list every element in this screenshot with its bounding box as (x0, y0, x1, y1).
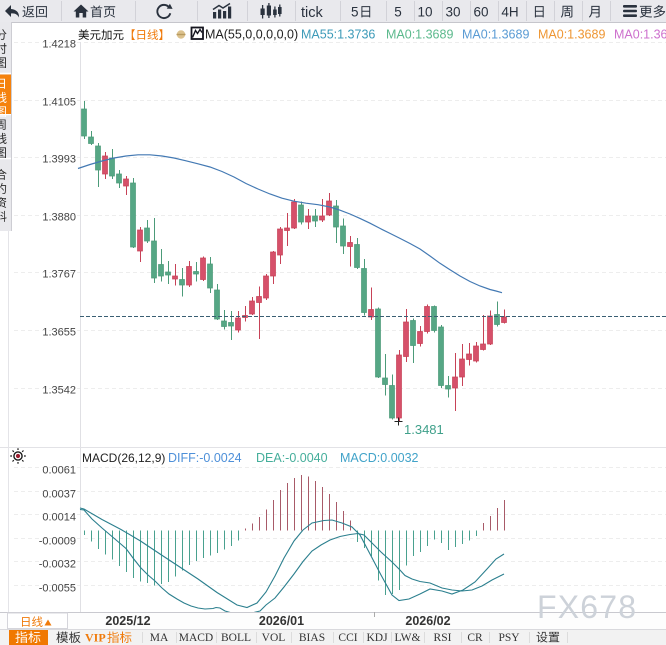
svg-text:1.3767: 1.3767 (42, 269, 76, 281)
svg-text:CCI: CCI (338, 632, 357, 644)
svg-text:0.0037: 0.0037 (42, 489, 76, 501)
svg-text:DEA:-0.0040: DEA:-0.0040 (256, 451, 328, 465)
svg-text:PSY: PSY (498, 632, 520, 644)
svg-text:MACD: MACD (179, 632, 214, 644)
svg-text:1.3655: 1.3655 (42, 327, 76, 339)
svg-text:-0.0032: -0.0032 (39, 559, 76, 571)
svg-text:1.4218: 1.4218 (42, 39, 76, 51)
svg-text:RSI: RSI (434, 632, 452, 644)
svg-text:-0.0009: -0.0009 (39, 536, 76, 548)
svg-text:FX678: FX678 (537, 589, 637, 625)
svg-text:2025/12: 2025/12 (105, 614, 150, 628)
svg-text:60: 60 (473, 5, 488, 20)
svg-text:1.3993: 1.3993 (42, 154, 76, 166)
svg-text:MA55:1.3736: MA55:1.3736 (301, 28, 375, 42)
svg-text:0.0014: 0.0014 (42, 512, 76, 524)
svg-text:1.3542: 1.3542 (42, 385, 76, 397)
svg-text:DIFF:-0.0024: DIFF:-0.0024 (168, 451, 242, 465)
svg-text:VIP: VIP (85, 631, 106, 645)
svg-text:1.3481: 1.3481 (404, 422, 444, 437)
svg-text:2026/02: 2026/02 (405, 614, 450, 628)
svg-text:5: 5 (351, 5, 359, 20)
svg-text:5: 5 (394, 5, 402, 20)
svg-text:1.3880: 1.3880 (42, 212, 76, 224)
svg-text:KDJ: KDJ (366, 632, 388, 644)
svg-text:-0.0055: -0.0055 (39, 583, 76, 595)
svg-text:10: 10 (417, 5, 432, 20)
svg-text:30: 30 (445, 5, 460, 20)
svg-text:tick: tick (301, 5, 324, 21)
svg-text:MACD:0.0032: MACD:0.0032 (340, 451, 419, 465)
svg-text:MA: MA (150, 632, 169, 644)
svg-text:0.0061: 0.0061 (42, 465, 76, 477)
svg-text:BIAS: BIAS (299, 632, 325, 644)
svg-text:MACD(26,12,9): MACD(26,12,9) (82, 451, 165, 465)
svg-text:MA0:1.36: MA0:1.36 (614, 28, 666, 42)
svg-text:LW&: LW& (395, 632, 421, 644)
svg-text:MA0:1.3689: MA0:1.3689 (538, 28, 605, 42)
svg-text:MA0:1.3689: MA0:1.3689 (386, 28, 453, 42)
svg-text:BOLL: BOLL (221, 632, 251, 644)
svg-text:1.4105: 1.4105 (42, 97, 76, 109)
svg-text:VOL: VOL (262, 632, 286, 644)
svg-text:2026/01: 2026/01 (259, 614, 304, 628)
svg-text:CR: CR (467, 632, 483, 644)
svg-text:MA(55,0,0,0,0,0): MA(55,0,0,0,0,0) (205, 28, 298, 42)
svg-text:MA0:1.3689: MA0:1.3689 (462, 28, 529, 42)
svg-text:4H: 4H (501, 5, 518, 20)
